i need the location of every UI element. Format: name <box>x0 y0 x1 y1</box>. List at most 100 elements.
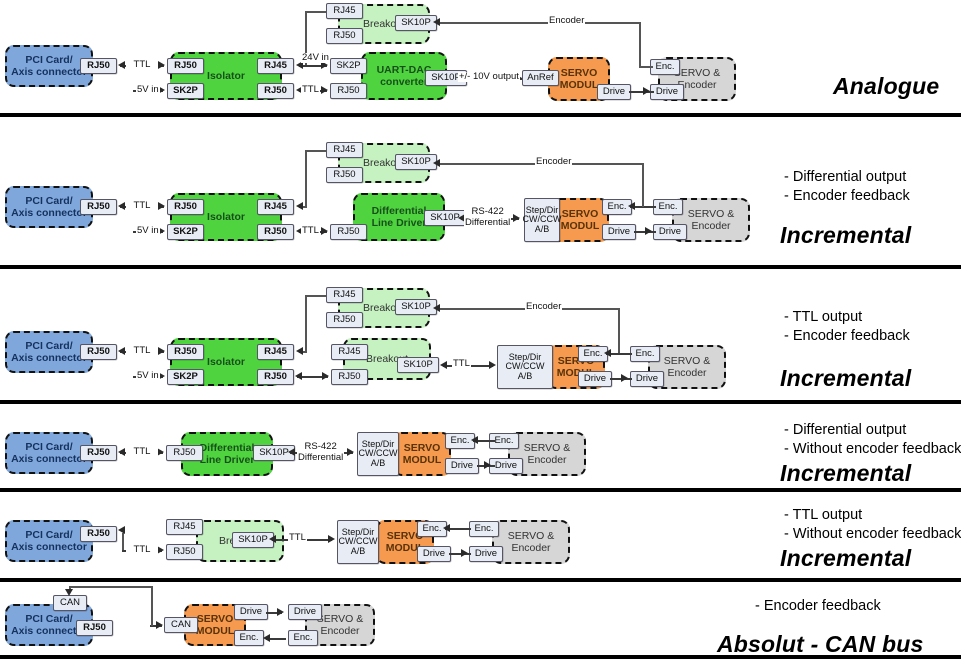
mode-label: Absolut - CAN bus <box>717 631 924 657</box>
wire-label-ttl: TTL <box>126 447 158 457</box>
arrow-left-icon <box>471 436 478 444</box>
port-stepdir[interactable]: Step/Dir CW/CCW A/B <box>497 345 553 389</box>
port-enc[interactable]: Enc. <box>602 199 632 215</box>
arrow-left-icon <box>296 86 303 94</box>
port-rj45[interactable]: RJ45 <box>257 199 294 215</box>
servo-encoder-label-line1: SERVO & <box>523 442 571 454</box>
row-incremental-ttl-noenc: PCI Card/ Axis connector RJ50 Breakout R… <box>0 492 961 578</box>
arrow-right-icon <box>321 86 328 94</box>
port-rj45[interactable]: RJ45 <box>326 3 363 19</box>
port-rj50[interactable]: RJ50 <box>330 83 367 99</box>
port-rj50[interactable]: RJ50 <box>80 526 117 542</box>
bullet-list: - Differential output - Encoder feedback <box>784 168 910 206</box>
bullet-item: - Differential output <box>784 169 907 185</box>
port-drive[interactable]: Drive <box>602 224 636 240</box>
port-rj50[interactable]: RJ50 <box>80 58 117 74</box>
pci-card-block: PCI Card/ Axis connector <box>5 45 93 87</box>
servo-modul-label-line1: SERVO <box>561 208 599 220</box>
servo-modul-label-line1: SERVO <box>386 530 424 542</box>
port-drive[interactable]: Drive <box>597 84 631 100</box>
pci-card-block: PCI Card/ Axis connector <box>5 432 93 474</box>
port-enc[interactable]: Enc. <box>489 433 519 449</box>
row-analogue: Breakout RJ45 RJ50 SK10P PCI Card/ Axis … <box>0 0 961 113</box>
port-drive[interactable]: Drive <box>417 546 451 562</box>
port-can[interactable]: CAN <box>164 617 198 633</box>
port-sk2p[interactable]: SK2P <box>167 224 204 240</box>
arrow-right-icon <box>643 87 650 95</box>
port-sk10p[interactable]: SK10P <box>397 357 439 373</box>
servo-modul-block: SERVO MODUL <box>551 198 609 242</box>
port-rj50[interactable]: RJ50 <box>167 344 204 360</box>
port-rj45[interactable]: RJ45 <box>257 344 294 360</box>
port-rj50[interactable]: RJ50 <box>166 445 203 461</box>
port-rj50[interactable]: RJ50 <box>80 344 117 360</box>
arrow-left-icon <box>296 347 303 355</box>
port-rj50[interactable]: RJ50 <box>326 312 363 328</box>
port-can[interactable]: CAN <box>53 595 87 611</box>
servo-encoder-block: SERVO & Encoder <box>492 520 570 564</box>
port-enc[interactable]: Enc. <box>234 630 264 646</box>
port-rj50[interactable]: RJ50 <box>330 224 367 240</box>
port-anref[interactable]: AnRef <box>522 70 559 86</box>
arrow-right-icon <box>158 227 165 235</box>
port-enc[interactable]: Enc. <box>417 521 447 537</box>
port-enc[interactable]: Enc. <box>653 199 683 215</box>
section-separator <box>0 488 961 492</box>
port-stepdir[interactable]: Step/Dir CW/CCW A/B <box>357 432 399 476</box>
port-rj50[interactable]: RJ50 <box>76 620 113 636</box>
port-sk10p[interactable]: SK10P <box>253 445 295 461</box>
port-rj50[interactable]: RJ50 <box>166 544 203 560</box>
pci-card-label-line1: PCI Card/ <box>25 441 73 453</box>
diff-driver-label-line2: Line Driver <box>371 217 427 229</box>
port-enc[interactable]: Enc. <box>288 630 318 646</box>
port-rj50[interactable]: RJ50 <box>326 167 363 183</box>
arrow-left-icon <box>118 526 125 534</box>
port-drive[interactable]: Drive <box>630 371 664 387</box>
port-rj50[interactable]: RJ50 <box>80 199 117 215</box>
arrow-right-icon <box>157 546 164 554</box>
port-rj50[interactable]: RJ50 <box>257 369 294 385</box>
port-sk10p[interactable]: SK10P <box>395 15 437 31</box>
port-enc[interactable]: Enc. <box>469 521 499 537</box>
port-sk2p[interactable]: SK2P <box>167 369 204 385</box>
port-rj50[interactable]: RJ50 <box>80 445 117 461</box>
port-stepdir[interactable]: Step/Dir CW/CCW A/B <box>337 520 379 564</box>
port-sk10p[interactable]: SK10P <box>395 154 437 170</box>
arrow-right-icon <box>277 608 284 616</box>
port-sk10p[interactable]: SK10P <box>395 299 437 315</box>
pci-card-label-line1: PCI Card/ <box>25 613 73 625</box>
port-stepdir[interactable]: Step/Dir CW/CCW A/B <box>523 198 562 242</box>
port-drive[interactable]: Drive <box>653 224 687 240</box>
port-sk2p[interactable]: SK2P <box>330 58 367 74</box>
port-rj50[interactable]: RJ50 <box>326 28 363 44</box>
port-rj50[interactable]: RJ50 <box>257 83 294 99</box>
row-incremental-diff-enc: Breakout RJ45 RJ50 SK10P PCI Card/ Axis … <box>0 118 961 265</box>
port-enc[interactable]: Enc. <box>578 346 608 362</box>
port-drive[interactable]: Drive <box>234 604 268 620</box>
pci-card-block: PCI Card/ Axis connector <box>5 186 93 228</box>
port-drive[interactable]: Drive <box>469 546 503 562</box>
port-rj50[interactable]: RJ50 <box>331 369 368 385</box>
wire-label-encoder: Encoder <box>525 301 563 312</box>
port-rj50[interactable]: RJ50 <box>257 224 294 240</box>
servo-encoder-label-line1: SERVO & <box>673 67 721 79</box>
port-rj45[interactable]: RJ45 <box>331 344 368 360</box>
arrow-left-icon <box>443 524 450 532</box>
port-rj45[interactable]: RJ45 <box>326 142 363 158</box>
port-drive[interactable]: Drive <box>650 84 684 100</box>
port-drive[interactable]: Drive <box>445 458 479 474</box>
port-sk2p[interactable]: SK2P <box>167 83 204 99</box>
servo-encoder-label-line2: Encoder <box>527 454 567 466</box>
port-rj45[interactable]: RJ45 <box>166 519 203 535</box>
port-rj50[interactable]: RJ50 <box>167 199 204 215</box>
port-rj45[interactable]: RJ45 <box>326 287 363 303</box>
port-drive[interactable]: Drive <box>578 371 612 387</box>
port-rj45[interactable]: RJ45 <box>257 58 294 74</box>
port-rj50[interactable]: RJ50 <box>167 58 204 74</box>
port-enc[interactable]: Enc. <box>650 59 680 75</box>
wire-label-ttl: TTL <box>126 545 158 555</box>
wire-breakout-branch <box>299 206 307 208</box>
port-drive[interactable]: Drive <box>288 604 322 620</box>
port-enc[interactable]: Enc. <box>630 346 660 362</box>
port-sk10p[interactable]: SK10P <box>232 532 274 548</box>
